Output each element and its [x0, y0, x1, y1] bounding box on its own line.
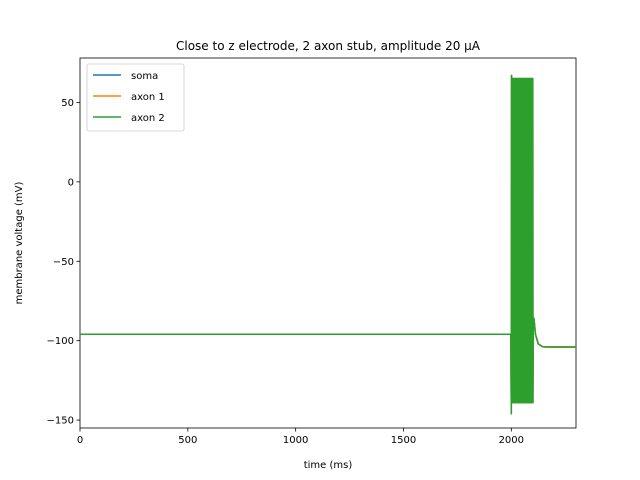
legend-label: soma	[131, 71, 158, 82]
y-tick-label: −100	[47, 336, 74, 347]
x-tick-label: 500	[178, 435, 197, 446]
y-tick-label: 50	[61, 98, 74, 109]
x-tick-label: 0	[77, 435, 83, 446]
chart-title: Close to z electrode, 2 axon stub, ampli…	[176, 39, 481, 53]
legend-label: axon 1	[131, 92, 165, 103]
y-tick-label: −50	[53, 257, 74, 268]
x-axis-ticks: 0 500 1000 1500 2000	[77, 428, 524, 446]
y-tick-label: 0	[68, 177, 74, 188]
x-tick-label: 1000	[283, 435, 308, 446]
x-axis-label: time (ms)	[304, 460, 353, 471]
y-axis-ticks: −150 −100 −50 0 50	[47, 98, 80, 427]
x-tick-label: 2000	[499, 435, 524, 446]
y-axis-label: membrane voltage (mV)	[14, 181, 25, 304]
x-tick-label: 1500	[391, 435, 416, 446]
y-tick-label: −150	[47, 416, 74, 427]
legend-label: axon 2	[131, 113, 165, 124]
legend: soma axon 1 axon 2	[87, 64, 184, 131]
